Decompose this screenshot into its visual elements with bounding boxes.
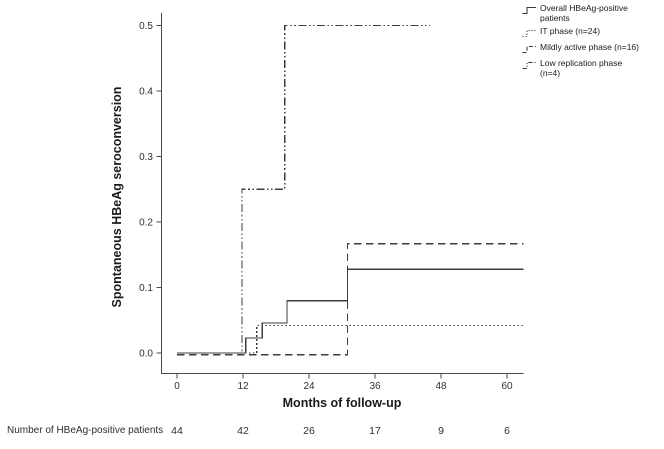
legend-label-mildly-active: Mildly active phase (n=16) bbox=[540, 42, 639, 53]
series-dotted-curve bbox=[177, 324, 524, 354]
at-risk-count: 44 bbox=[171, 425, 183, 437]
legend-item-it-phase: IT phase (n=24) bbox=[522, 26, 662, 39]
axes-spines bbox=[161, 13, 524, 374]
legend-item-mildly-active: Mildly active phase (n=16) bbox=[522, 42, 662, 55]
at-risk-count: 42 bbox=[237, 425, 249, 437]
y-tick-label: 0.2 bbox=[139, 218, 153, 229]
at-risk-row-label: Number of HBeAg-positive patients bbox=[7, 425, 164, 436]
legend-symbol-dashdotdot-step-icon bbox=[522, 61, 536, 70]
series-dash-dot-dot-curve bbox=[177, 24, 430, 354]
at-risk-count: 6 bbox=[504, 425, 510, 437]
legend-label-overall: Overall HBeAg-positive patients bbox=[540, 3, 628, 24]
y-tick-label: 0.5 bbox=[139, 21, 153, 32]
km-plot-canvas: 0 12 24 36 48 60 0.0 0.1 0.2 0.3 0.4 0.5 bbox=[139, 13, 524, 392]
legend-item-overall: Overall HBeAg-positive patients bbox=[522, 3, 662, 23]
y-axis-title: Spontaneous HBeAg seroconversion bbox=[110, 86, 124, 308]
legend-symbol-dotted-step-icon bbox=[522, 29, 536, 38]
y-tick-label: 0.3 bbox=[139, 152, 153, 163]
at-risk-row: Number of HBeAg-positive patients 44 42 26… bbox=[0, 425, 664, 441]
y-tick-label: 0.0 bbox=[139, 349, 153, 360]
x-tick-label: 12 bbox=[237, 381, 249, 392]
x-tick-label: 36 bbox=[369, 381, 381, 392]
legend-label-it-phase: IT phase (n=24) bbox=[540, 26, 601, 37]
at-risk-count: 26 bbox=[303, 425, 315, 437]
y-tick-label: 0.4 bbox=[139, 87, 153, 98]
x-tick-label: 24 bbox=[303, 381, 315, 392]
legend-item-low-replication: Low replication phase (n=4) bbox=[522, 58, 662, 78]
legend-symbol-solid-step-icon bbox=[522, 6, 536, 15]
legend-label-low-replication: Low replication phase (n=4) bbox=[540, 58, 623, 79]
x-tick-label: 48 bbox=[435, 381, 447, 392]
series-solid-curve bbox=[177, 268, 524, 354]
y-tick-label: 0.1 bbox=[139, 283, 153, 294]
legend: Overall HBeAg-positive patients IT phase… bbox=[522, 3, 662, 81]
legend-symbol-dashed-step-icon bbox=[522, 45, 536, 54]
x-tick-label: 0 bbox=[174, 381, 180, 392]
series-dashed-curve bbox=[177, 242, 524, 356]
x-axis-title: Months of follow-up bbox=[282, 396, 402, 410]
at-risk-count: 9 bbox=[438, 425, 444, 437]
at-risk-count: 17 bbox=[369, 425, 381, 437]
x-tick-label: 60 bbox=[501, 381, 513, 392]
